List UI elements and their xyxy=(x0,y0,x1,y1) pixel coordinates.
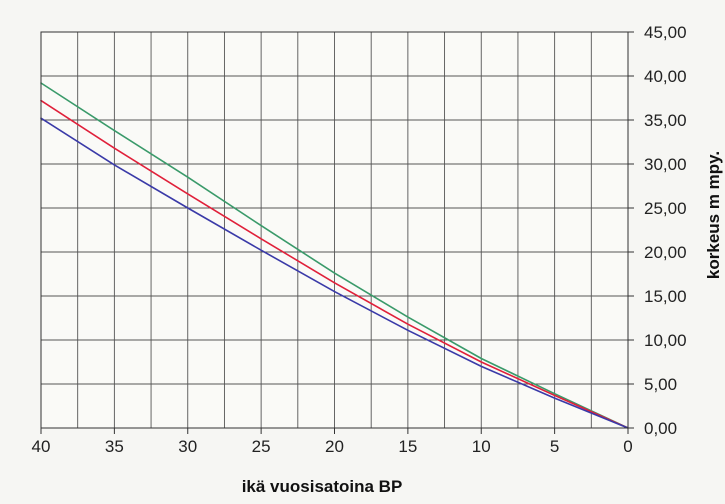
y-tick-label: 20,00 xyxy=(644,243,687,262)
x-tick-label: 0 xyxy=(623,437,632,456)
x-tick-label: 15 xyxy=(398,437,417,456)
x-tick-label: 30 xyxy=(178,437,197,456)
x-tick-label: 40 xyxy=(32,437,51,456)
x-axis-title: ikä vuosisatoina BP xyxy=(242,477,403,496)
x-tick-label: 35 xyxy=(105,437,124,456)
y-tick-label: 35,00 xyxy=(644,111,687,130)
axes: 0,00 5,00 10,00 15,00 20,00 25,00 30,00 35,00 40… xyxy=(32,23,687,456)
series-line-2 xyxy=(40,99,629,429)
y-axis-title: korkeus m mpy. xyxy=(704,151,723,279)
y-tick-label: 40,00 xyxy=(644,67,687,86)
y-tick-label: 15,00 xyxy=(644,287,687,306)
series-lines xyxy=(40,82,629,429)
y-tick-label: 45,00 xyxy=(644,23,687,42)
series-line-3 xyxy=(40,117,629,429)
y-tick-label: 30,00 xyxy=(644,155,687,174)
y-tick-label: 10,00 xyxy=(644,331,687,350)
y-tick-label: 25,00 xyxy=(644,199,687,218)
y-tick-label: 5,00 xyxy=(644,375,677,394)
grid xyxy=(40,31,629,429)
x-tick-label: 20 xyxy=(325,437,344,456)
y-tick-label: 0,00 xyxy=(644,419,677,438)
x-tick-label: 10 xyxy=(472,437,491,456)
series-line-1 xyxy=(40,82,629,429)
x-tick-label: 5 xyxy=(550,437,559,456)
x-tick-label: 25 xyxy=(252,437,271,456)
